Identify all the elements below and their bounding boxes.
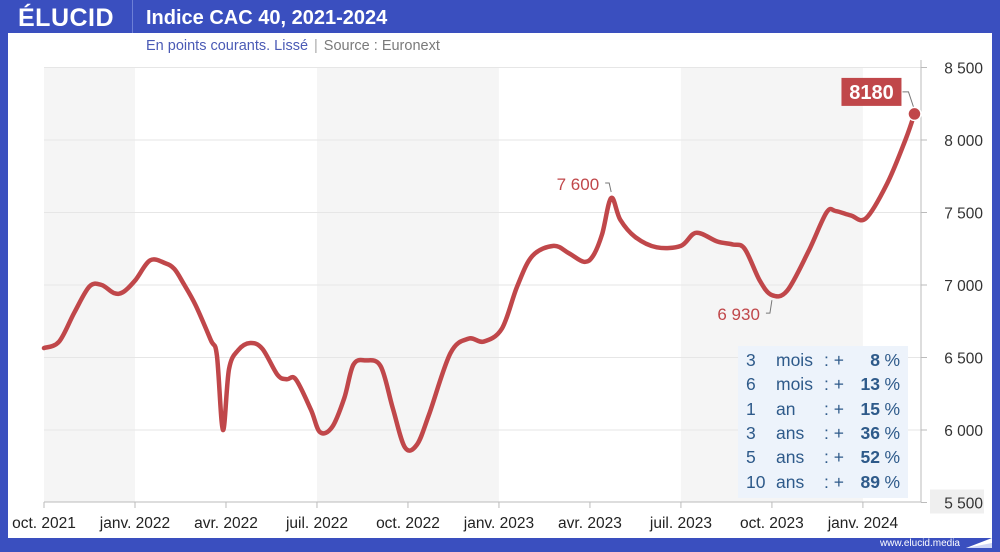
annotation-label: 8180: [849, 82, 894, 104]
y-tick-label: 7 000: [944, 278, 983, 295]
stat-unit: mois: [776, 350, 813, 370]
x-tick-label: janv. 2023: [463, 515, 534, 532]
x-tick-label: avr. 2023: [558, 515, 622, 532]
y-tick-label: 6 500: [944, 351, 983, 368]
stat-sep: : +: [824, 447, 844, 468]
x-tick-label: juil. 2022: [285, 515, 348, 532]
stat-n: 3: [746, 422, 756, 443]
stat-sep: : +: [824, 471, 844, 492]
annotation-leader: [902, 91, 915, 111]
stat-pct: %: [884, 447, 900, 468]
series-line-cac40: [41, 111, 917, 453]
x-tick-label: oct. 2022: [376, 515, 440, 532]
performance-box: 3 mois : + 8% 6 mois : + 13% 1 an : + 15% 3 ans : + 36%…: [738, 346, 908, 498]
stat-value: 13: [860, 374, 880, 395]
y-min-label-bg: [930, 489, 984, 514]
stat-n: 3: [746, 350, 756, 370]
annotation-label: 6 930: [717, 305, 760, 324]
annotation-box: [841, 77, 902, 106]
stat-pct: %: [884, 398, 900, 419]
y-tick-label: 6 000: [944, 423, 983, 440]
stat-pct: %: [884, 471, 900, 492]
stat-row: 6 mois : + 13%: [738, 373, 908, 396]
stat-row: 3 mois : + 8%: [738, 349, 908, 372]
stat-value: 52: [860, 447, 880, 468]
x-tick-label: avr. 2022: [194, 515, 258, 532]
x-tick-label: janv. 2022: [99, 515, 170, 532]
chart-title: Indice CAC 40, 2021-2024: [146, 7, 388, 29]
stat-pct: %: [884, 374, 900, 395]
stat-row: 3 ans : + 36%: [738, 422, 908, 445]
stat-pct: %: [884, 350, 900, 370]
y-tick-label: 8 000: [944, 133, 983, 150]
stat-unit: ans: [776, 422, 805, 443]
source-text: Source : Euronext: [323, 38, 440, 54]
stat-unit: mois: [776, 374, 813, 395]
stat-row: 10 ans : + 89%: [738, 471, 908, 494]
stat-sep: : +: [824, 422, 844, 443]
chart-subtitle: En points courants. Lissé | Source : Euron…: [146, 37, 440, 55]
header-divider: [132, 0, 133, 33]
last-point-marker: [907, 106, 922, 122]
stat-value: 15: [860, 398, 880, 419]
subtitle-text: En points courants. Lissé: [146, 38, 309, 54]
subtitle-separator: |: [314, 38, 318, 54]
y-tick-label: 5 500: [944, 496, 983, 513]
stat-sep: : +: [824, 374, 844, 395]
annotation-label: 7 600: [557, 175, 600, 194]
stat-sep: : +: [824, 398, 844, 419]
stat-row: 5 ans : + 52%: [738, 446, 908, 469]
stat-unit: ans: [776, 447, 805, 468]
x-tick-label: janv. 2024: [827, 515, 899, 532]
annotation-leader: [605, 182, 612, 193]
y-tick-label: 7 500: [944, 206, 983, 223]
stat-unit: ans: [776, 471, 805, 492]
x-tick-label: oct. 2021: [12, 515, 76, 532]
x-tick-label: oct. 2023: [740, 515, 804, 532]
stat-sep: : +: [824, 350, 844, 370]
x-tick-label: juil. 2023: [649, 515, 712, 532]
stat-row: 1 an : + 15%: [738, 398, 908, 421]
stat-n: 1: [746, 398, 756, 419]
stat-unit: an: [776, 398, 796, 419]
annotation-leader: [765, 300, 773, 314]
stat-value: 89: [860, 471, 880, 492]
stat-value: 8: [870, 350, 880, 370]
footer-logo-icon: [966, 538, 992, 548]
stat-n: 5: [746, 447, 756, 468]
stat-n: 6: [746, 374, 756, 395]
stat-n: 10: [746, 471, 766, 492]
brand-logo: ÉLUCID: [18, 4, 115, 32]
y-tick-label: 8 500: [944, 61, 983, 78]
footer-url: www.elucid.media: [879, 538, 960, 549]
stat-pct: %: [884, 422, 900, 443]
stat-value: 36: [860, 422, 880, 443]
